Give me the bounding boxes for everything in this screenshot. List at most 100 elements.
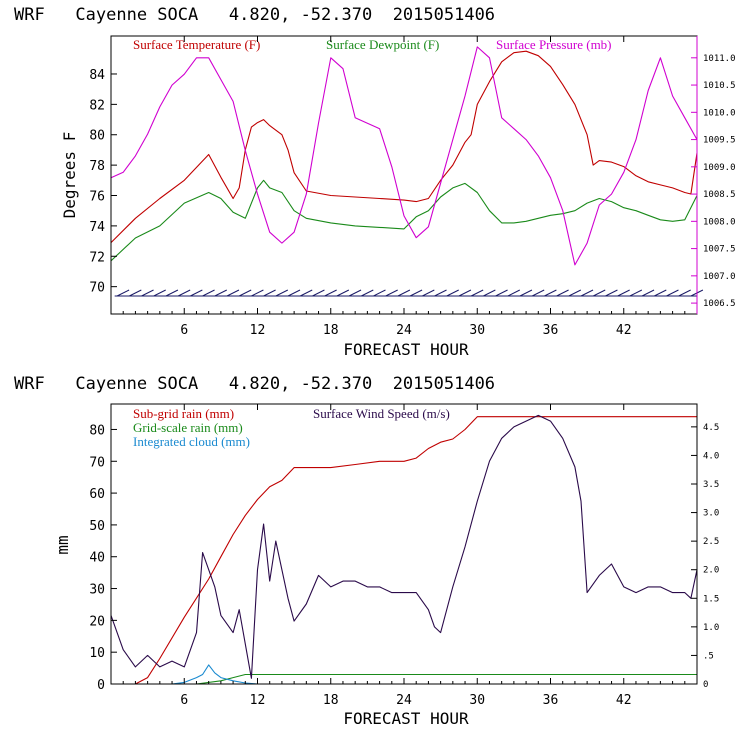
- wind-barb: [507, 289, 520, 297]
- y-tick-label: 70: [89, 281, 105, 296]
- precipitation-x-axis-label: FORECAST HOUR: [343, 709, 469, 728]
- y2-tick-label: 1007.0: [703, 272, 736, 282]
- wind-barb: [251, 289, 264, 297]
- y-tick-label: 10: [89, 646, 105, 661]
- surface-pressure-line: [110, 46, 698, 266]
- x-tick-label: 18: [323, 323, 339, 338]
- temperature-x-axis-label: FORECAST HOUR: [343, 340, 469, 359]
- wind-barb: [263, 289, 276, 297]
- precipitation-y-axis-label: mm: [53, 535, 72, 554]
- y2-tick-label: 1007.5: [703, 245, 736, 255]
- wind-barb: [238, 289, 252, 297]
- x-tick-label: 30: [469, 693, 485, 708]
- y-tick-label: 84: [89, 68, 105, 83]
- y-tick-label: 30: [89, 583, 105, 598]
- y-tick-label: 80: [89, 423, 105, 438]
- y2-tick-label: 4.0: [703, 451, 719, 461]
- y-tick-label: 76: [89, 190, 105, 205]
- precipitation-chart-title: WRF Cayenne SOCA 4.820, -52.370 20150514…: [14, 374, 495, 394]
- wind-barb: [544, 289, 557, 297]
- wind-barb: [409, 289, 423, 297]
- y-tick-label: 80: [89, 129, 105, 144]
- y-tick-label: 72: [89, 250, 105, 265]
- precipitation-x-axis: 6 12 18 24 30 36 42: [122, 404, 686, 708]
- wind-barb: [629, 289, 643, 297]
- wind-barb: [141, 289, 154, 297]
- y2-tick-label: 2.0: [703, 566, 719, 576]
- y-tick-label: 20: [89, 614, 105, 629]
- wind-barb: [300, 289, 313, 297]
- y-tick-label: 78: [89, 159, 105, 174]
- wind-barb: [226, 289, 240, 297]
- wind-barb: [483, 289, 496, 297]
- legend-surface-temperature: Surface Temperature (F): [133, 37, 260, 52]
- precipitation-y-axis: 0 10 20 30 40 50 60 70 80: [89, 423, 117, 693]
- wind-barb: [593, 289, 606, 297]
- temperature-chart-title: WRF Cayenne SOCA 4.820, -52.370 20150514…: [14, 5, 495, 25]
- legend-sub-grid-rain: Sub-grid rain (mm): [133, 406, 234, 421]
- wind-barb: [580, 289, 594, 297]
- temperature-x-axis: 6 12 18 24 30 36 42: [122, 36, 686, 338]
- wind-barbs: [114, 289, 704, 297]
- integrated-cloud-line: [111, 664, 697, 685]
- wind-speed-y-axis: 0 .5 1.0 1.5 2.0 2.5 3.0 3.5 4.0 4.5: [691, 423, 719, 690]
- y2-tick-label: 1008.5: [703, 190, 736, 200]
- x-tick-label: 42: [616, 323, 632, 338]
- y2-tick-label: 2.5: [703, 537, 719, 547]
- wind-barb: [666, 289, 679, 297]
- x-tick-label: 42: [616, 693, 632, 708]
- wind-barb: [470, 289, 484, 297]
- wind-barb: [531, 289, 545, 297]
- pressure-y-axis: 1006.5 1007.0 1007.5 1008.0 1008.5 1009.0 1009…: [691, 54, 736, 309]
- x-tick-label: 12: [250, 323, 266, 338]
- wind-barb: [654, 289, 667, 297]
- surface-dewpoint-line: [110, 179, 698, 262]
- y-tick-label: 70: [89, 455, 105, 470]
- wind-barb: [422, 289, 435, 297]
- wind-barb: [336, 289, 350, 297]
- precipitation-chart: WRF Cayenne SOCA 4.820, -52.370 20150514…: [14, 374, 719, 728]
- y2-tick-label: 0: [703, 680, 708, 690]
- y2-tick-label: .5: [703, 651, 714, 661]
- wind-barb: [165, 289, 179, 297]
- wind-barb: [177, 289, 191, 297]
- wind-barb: [373, 289, 386, 297]
- wind-barb: [641, 289, 655, 297]
- y2-tick-label: 1010.5: [703, 81, 736, 91]
- wind-barb: [385, 289, 398, 297]
- wind-barb: [129, 289, 142, 297]
- wind-barb: [568, 289, 582, 297]
- wind-barb: [458, 289, 472, 297]
- temperature-plot-area: [110, 46, 704, 297]
- x-tick-label: 6: [180, 693, 188, 708]
- wind-barb: [434, 289, 447, 297]
- legend-surface-wind-speed: Surface Wind Speed (m/s): [313, 406, 450, 421]
- x-tick-label: 36: [543, 693, 559, 708]
- x-tick-label: 24: [396, 693, 412, 708]
- temperature-plot-frame: [110, 35, 698, 315]
- x-tick-label: 30: [469, 323, 485, 338]
- y2-tick-label: 3.5: [703, 480, 719, 490]
- x-tick-label: 18: [323, 693, 339, 708]
- temperature-y-axis-label: Degrees F: [60, 132, 79, 219]
- wind-barb: [678, 289, 691, 297]
- y-tick-label: 82: [89, 98, 105, 113]
- surface-wind-speed-line: [110, 414, 698, 679]
- y-tick-label: 0: [97, 678, 105, 693]
- wind-barb: [361, 289, 374, 297]
- wind-barb: [312, 289, 325, 297]
- wind-barb: [324, 289, 337, 297]
- wind-barb: [617, 289, 630, 297]
- x-tick-label: 6: [180, 323, 188, 338]
- wind-barb: [214, 289, 227, 297]
- temperature-y-axis: 70 72 74 76 78 80 82 84: [89, 68, 117, 296]
- y-tick-label: 74: [89, 220, 105, 235]
- wind-barb: [116, 289, 130, 297]
- y2-tick-label: 1006.5: [703, 299, 736, 309]
- wind-barb: [397, 289, 411, 297]
- y2-tick-label: 1.5: [703, 594, 719, 604]
- y2-tick-label: 1.0: [703, 623, 719, 633]
- legend-surface-pressure: Surface Pressure (mb): [496, 37, 612, 52]
- y2-tick-label: 1011.0: [703, 54, 736, 64]
